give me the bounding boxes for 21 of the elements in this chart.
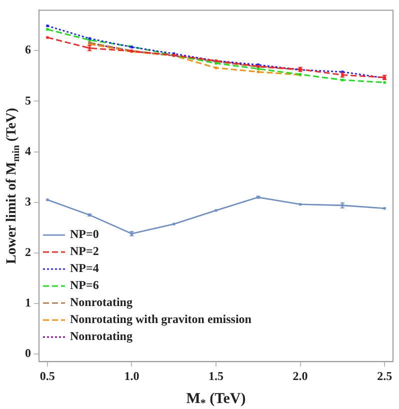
x-tick-label: 1.0 — [124, 368, 140, 383]
x-tick-label: 1.5 — [208, 368, 224, 383]
y-tick-label: 2 — [25, 244, 31, 259]
legend-label: Nonrotating — [70, 329, 132, 344]
y-axis-title: Lower limit of Mmin (TeV) — [4, 108, 22, 264]
legend-label: NP=6 — [70, 278, 99, 292]
legend-label: Nonrotating — [70, 295, 132, 310]
legend-label: NP=4 — [70, 261, 99, 276]
x-axis-title: M* (TeV) — [186, 390, 246, 409]
y-tick-label: 0 — [25, 346, 31, 360]
y-tick-label: 4 — [25, 144, 31, 158]
legend-label: NP=2 — [70, 244, 99, 258]
x-tick-label: 2.5 — [377, 368, 392, 383]
y-tick-label: 3 — [25, 194, 31, 208]
y-tick-label: 1 — [25, 296, 31, 310]
legend-label: Nonrotating with graviton emission — [70, 312, 252, 326]
x-tick-label: 2.0 — [292, 368, 308, 383]
legend-label: NP=0 — [70, 227, 99, 242]
y-tick-label: 6 — [25, 42, 31, 57]
y-tick-label: 5 — [25, 93, 31, 108]
x-tick-label: 0.5 — [40, 368, 55, 383]
